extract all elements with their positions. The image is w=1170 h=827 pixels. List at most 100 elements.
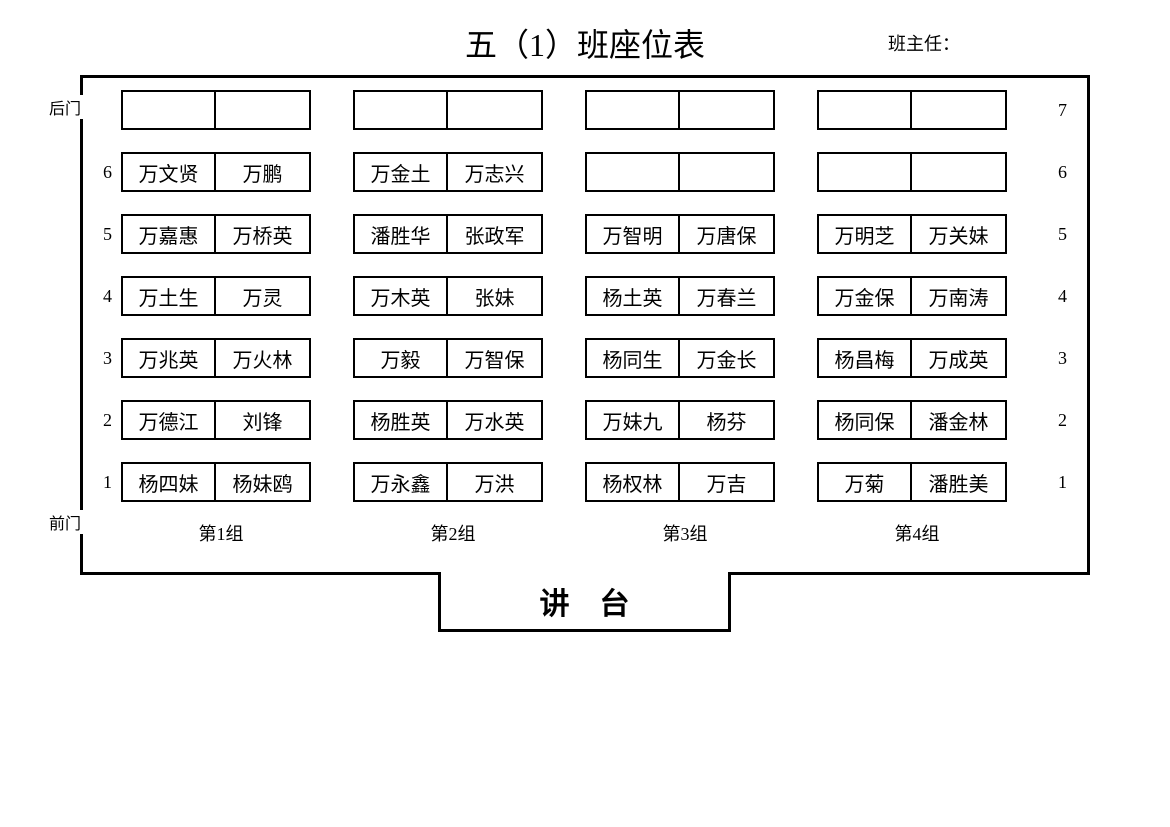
seat: 万灵 bbox=[216, 276, 311, 316]
seat: 万智明 bbox=[585, 214, 680, 254]
seat: 万土生 bbox=[121, 276, 216, 316]
seat: 万智保 bbox=[448, 338, 543, 378]
seat-group bbox=[585, 152, 775, 192]
seat-group bbox=[817, 152, 1007, 192]
seat: 万明芝 bbox=[817, 214, 912, 254]
row-number-right: 1 bbox=[1055, 472, 1070, 493]
seat: 万春兰 bbox=[680, 276, 775, 316]
seat: 万关妹 bbox=[912, 214, 1007, 254]
seat: 万金土 bbox=[353, 152, 448, 192]
seat-group: 万智明万唐保 bbox=[585, 214, 775, 254]
seat: 刘锋 bbox=[216, 400, 311, 440]
seat: 杨芬 bbox=[680, 400, 775, 440]
group-label: 第3组 bbox=[590, 520, 780, 546]
row-number-left: 6 bbox=[100, 162, 115, 183]
seat-row: 5 万嘉惠万桥英 潘胜华张政军 万智明万唐保 万明芝万关妹 5 bbox=[100, 214, 1070, 254]
seat: 万毅 bbox=[353, 338, 448, 378]
seat: 潘胜美 bbox=[912, 462, 1007, 502]
seat: 万志兴 bbox=[448, 152, 543, 192]
seat: 万金长 bbox=[680, 338, 775, 378]
seat: 万吉 bbox=[680, 462, 775, 502]
seat bbox=[121, 90, 216, 130]
seat-row: 6 万文贤万鹏 万金土万志兴 6 bbox=[100, 152, 1070, 192]
row-number-right: 2 bbox=[1055, 410, 1070, 431]
row-number-right: 5 bbox=[1055, 224, 1070, 245]
seat: 杨妹鸥 bbox=[216, 462, 311, 502]
seat bbox=[680, 152, 775, 192]
seat-group: 万德江刘锋 bbox=[121, 400, 311, 440]
seat bbox=[585, 90, 680, 130]
seat: 万木英 bbox=[353, 276, 448, 316]
seat-row: 7 bbox=[100, 90, 1070, 130]
seat-group: 万毅万智保 bbox=[353, 338, 543, 378]
row-number-right: 3 bbox=[1055, 348, 1070, 369]
seat: 张妹 bbox=[448, 276, 543, 316]
seat bbox=[353, 90, 448, 130]
seat: 杨同保 bbox=[817, 400, 912, 440]
seat bbox=[912, 90, 1007, 130]
seat-group bbox=[817, 90, 1007, 130]
row-number-left: 3 bbox=[100, 348, 115, 369]
podium-label: 讲台 bbox=[540, 579, 660, 623]
seat-group: 杨四妹杨妹鸥 bbox=[121, 462, 311, 502]
seat-group: 杨同生万金长 bbox=[585, 338, 775, 378]
seat-group bbox=[121, 90, 311, 130]
group-label: 第4组 bbox=[822, 520, 1012, 546]
seat: 万成英 bbox=[912, 338, 1007, 378]
seat: 万唐保 bbox=[680, 214, 775, 254]
seat: 万永鑫 bbox=[353, 462, 448, 502]
seat-row: 3 万兆英万火林 万毅万智保 杨同生万金长 杨昌梅万成英 3 bbox=[100, 338, 1070, 378]
row-number-left: 5 bbox=[100, 224, 115, 245]
seat-group: 万明芝万关妹 bbox=[817, 214, 1007, 254]
seat: 潘胜华 bbox=[353, 214, 448, 254]
frame-bottom-right bbox=[731, 572, 1090, 575]
seat: 万嘉惠 bbox=[121, 214, 216, 254]
front-door-label: 前门 bbox=[47, 510, 83, 534]
seat bbox=[448, 90, 543, 130]
seat-group: 杨胜英万水英 bbox=[353, 400, 543, 440]
row-number-left: 4 bbox=[100, 286, 115, 307]
seat-group bbox=[353, 90, 543, 130]
seat bbox=[817, 90, 912, 130]
seat: 万兆英 bbox=[121, 338, 216, 378]
title-row: 五（1）班座位表 班主任： bbox=[0, 20, 1170, 66]
seat-group: 万金保万南涛 bbox=[817, 276, 1007, 316]
seat: 万菊 bbox=[817, 462, 912, 502]
row-number-right: 6 bbox=[1055, 162, 1070, 183]
group-label: 第1组 bbox=[126, 520, 316, 546]
seat-group: 潘胜华张政军 bbox=[353, 214, 543, 254]
seat: 万火林 bbox=[216, 338, 311, 378]
group-label: 第2组 bbox=[358, 520, 548, 546]
seat-group: 万嘉惠万桥英 bbox=[121, 214, 311, 254]
seat bbox=[817, 152, 912, 192]
chart-title: 五（1）班座位表 bbox=[465, 20, 705, 66]
seat: 杨昌梅 bbox=[817, 338, 912, 378]
seat: 杨四妹 bbox=[121, 462, 216, 502]
row-number-left: 2 bbox=[100, 410, 115, 431]
seat bbox=[216, 90, 311, 130]
seat-group: 万文贤万鹏 bbox=[121, 152, 311, 192]
seat-row: 2 万德江刘锋 杨胜英万水英 万妹九杨芬 杨同保潘金林 2 bbox=[100, 400, 1070, 440]
seat: 万金保 bbox=[817, 276, 912, 316]
frame-bottom-left bbox=[80, 572, 438, 575]
seat: 万水英 bbox=[448, 400, 543, 440]
seating-chart: 76万文贤万鹏万金土万志兴65万嘉惠万桥英潘胜华张政军万智明万唐保万明芝万关妹5… bbox=[100, 90, 1070, 524]
seat: 万妹九 bbox=[585, 400, 680, 440]
seat: 杨同生 bbox=[585, 338, 680, 378]
row-number-right: 4 bbox=[1055, 286, 1070, 307]
podium: 讲台 bbox=[438, 572, 731, 632]
seat-group: 杨土英万春兰 bbox=[585, 276, 775, 316]
seat-group bbox=[585, 90, 775, 130]
teacher-label: 班主任： bbox=[888, 30, 960, 56]
seat: 潘金林 bbox=[912, 400, 1007, 440]
seat bbox=[585, 152, 680, 192]
seat: 万文贤 bbox=[121, 152, 216, 192]
seat-group: 万金土万志兴 bbox=[353, 152, 543, 192]
row-number-right: 7 bbox=[1055, 100, 1070, 121]
seat: 杨土英 bbox=[585, 276, 680, 316]
seat-group: 万兆英万火林 bbox=[121, 338, 311, 378]
seat: 万桥英 bbox=[216, 214, 311, 254]
row-number-left: 1 bbox=[100, 472, 115, 493]
seat-group: 杨同保潘金林 bbox=[817, 400, 1007, 440]
seat-row: 4 万土生万灵 万木英张妹 杨土英万春兰 万金保万南涛 4 bbox=[100, 276, 1070, 316]
